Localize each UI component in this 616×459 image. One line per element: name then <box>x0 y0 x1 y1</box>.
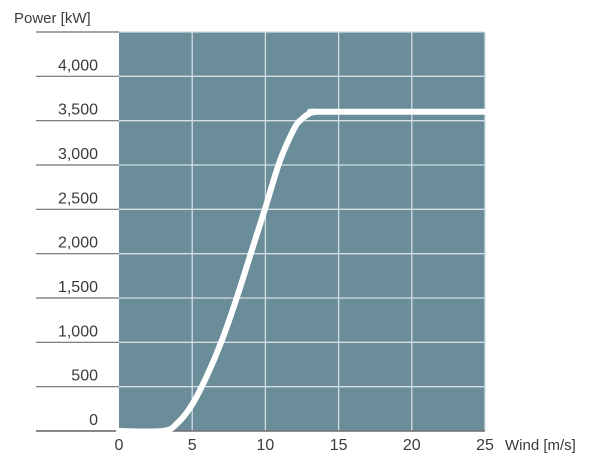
y-tick-label: 3,000 <box>58 146 98 163</box>
y-tick-label: 500 <box>71 368 98 385</box>
y-axis-label: Power [kW] <box>14 10 91 27</box>
x-axis-label: Wind [m/s] <box>505 437 576 454</box>
y-tick-label: 2,500 <box>58 190 98 207</box>
y-tick-label: 1,500 <box>58 279 98 296</box>
y-tick-label: 2,000 <box>58 235 98 252</box>
power-curve-line <box>116 108 488 435</box>
plot-background <box>119 32 485 431</box>
y-tick-label: 3,500 <box>58 102 98 119</box>
x-tick-label: 20 <box>403 437 421 454</box>
x-tick-label: 15 <box>330 437 348 454</box>
x-tick-label: 25 <box>476 437 494 454</box>
x-tick-label: 0 <box>115 437 124 454</box>
y-tick-label: 0 <box>89 412 98 429</box>
x-tick-label: 10 <box>257 437 275 454</box>
y-tick-label: 4,000 <box>58 57 98 74</box>
y-tick-label: 1,000 <box>58 323 98 340</box>
x-tick-label: 5 <box>188 437 197 454</box>
